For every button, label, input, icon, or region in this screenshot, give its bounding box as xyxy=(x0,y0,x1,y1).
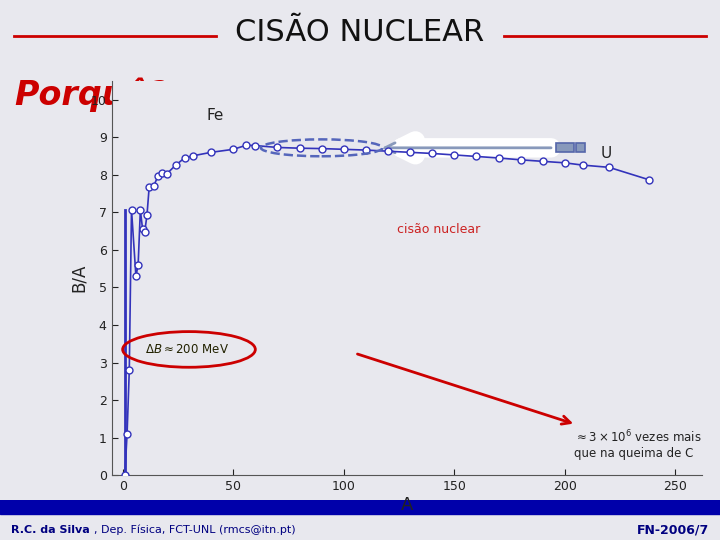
Text: $\approx3\times10^6$ vezes mais
que na queima de C: $\approx3\times10^6$ vezes mais que na q… xyxy=(574,428,701,460)
Text: , Dep. Física, FCT-UNL (rmcs@itn.pt): , Dep. Física, FCT-UNL (rmcs@itn.pt) xyxy=(94,525,295,535)
Text: R.C. da Silva: R.C. da Silva xyxy=(11,525,89,535)
Bar xyxy=(0,500,720,514)
Text: $\propto\,Z^2$: $\propto\,Z^2$ xyxy=(632,123,667,141)
X-axis label: A: A xyxy=(400,496,413,514)
Text: $\Delta B\approx 200\ \mathrm{MeV}$: $\Delta B\approx 200\ \mathrm{MeV}$ xyxy=(145,343,229,356)
Text: $\propto\,A$: $\propto\,A$ xyxy=(428,125,456,139)
Text: CISÃO NUCLEAR: CISÃO NUCLEAR xyxy=(235,18,485,47)
Text: cisão nuclear: cisão nuclear xyxy=(397,223,480,236)
Text: Competição entre forças nucleares e electrostáticas (Coulomb)  !: Competição entre forças nucleares e elec… xyxy=(223,82,564,93)
Text: Porquê?: Porquê? xyxy=(14,78,168,112)
Text: U: U xyxy=(600,146,611,161)
Bar xyxy=(556,143,574,152)
Text: Fe: Fe xyxy=(207,109,224,124)
Text: FN-2006/7: FN-2006/7 xyxy=(637,523,709,536)
Y-axis label: B/A: B/A xyxy=(70,264,88,292)
Bar xyxy=(576,143,585,152)
